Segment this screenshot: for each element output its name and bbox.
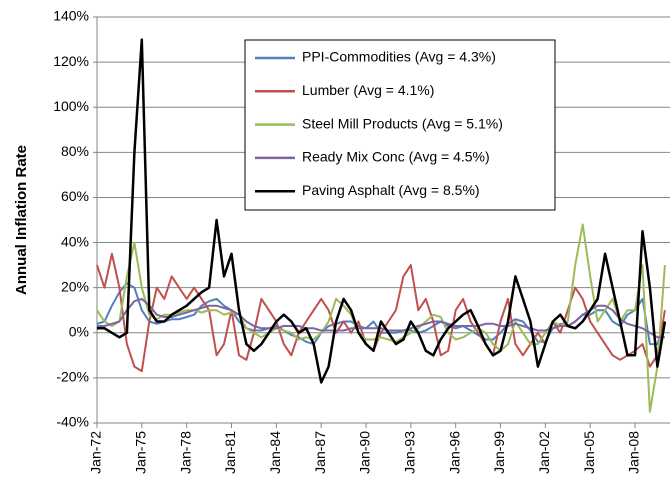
y-tick-label: 80% (61, 143, 89, 159)
y-tick-label: 140% (53, 8, 89, 24)
legend-label: Steel Mill Products (Avg = 5.1%) (302, 115, 503, 131)
y-tick-label: 60% (61, 188, 89, 204)
x-tick-label: Jan-84 (267, 431, 283, 474)
y-tick-label: 120% (53, 53, 89, 69)
x-tick-label: Jan-02 (536, 431, 552, 474)
legend-label: Paving Asphalt (Avg = 8.5%) (302, 182, 480, 198)
x-tick-label: Jan-78 (177, 431, 193, 474)
x-tick-label: Jan-75 (133, 431, 149, 474)
y-tick-label: 20% (61, 278, 89, 294)
y-axis-label: Annual Inflation Rate (13, 145, 30, 295)
y-tick-label: 0% (69, 323, 89, 339)
x-tick-label: Jan-81 (222, 431, 238, 474)
legend-label: Lumber (Avg = 4.1%) (302, 82, 434, 98)
x-tick-label: Jan-05 (581, 431, 597, 474)
series-line (97, 38, 667, 384)
legend-label: Ready Mix Conc (Avg = 4.5%) (302, 149, 490, 165)
y-tick-label: -40% (56, 414, 89, 430)
x-tick-label: Jan-90 (357, 431, 373, 474)
series-line (97, 297, 665, 339)
x-tick-label: Jan-72 (88, 431, 104, 474)
legend-label: PPI-Commodities (Avg = 4.3%) (302, 49, 496, 65)
y-tick-label: 40% (61, 233, 89, 249)
x-tick-label: Jan-08 (626, 431, 642, 474)
legend (244, 39, 556, 211)
x-tick-label: Jan-96 (446, 431, 462, 474)
y-tick-label: 100% (53, 98, 89, 114)
x-tick-label: Jan-99 (491, 431, 507, 474)
x-tick-label: Jan-93 (402, 431, 418, 474)
x-tick-label: Jan-87 (312, 431, 328, 474)
y-tick-label: -20% (56, 369, 89, 385)
